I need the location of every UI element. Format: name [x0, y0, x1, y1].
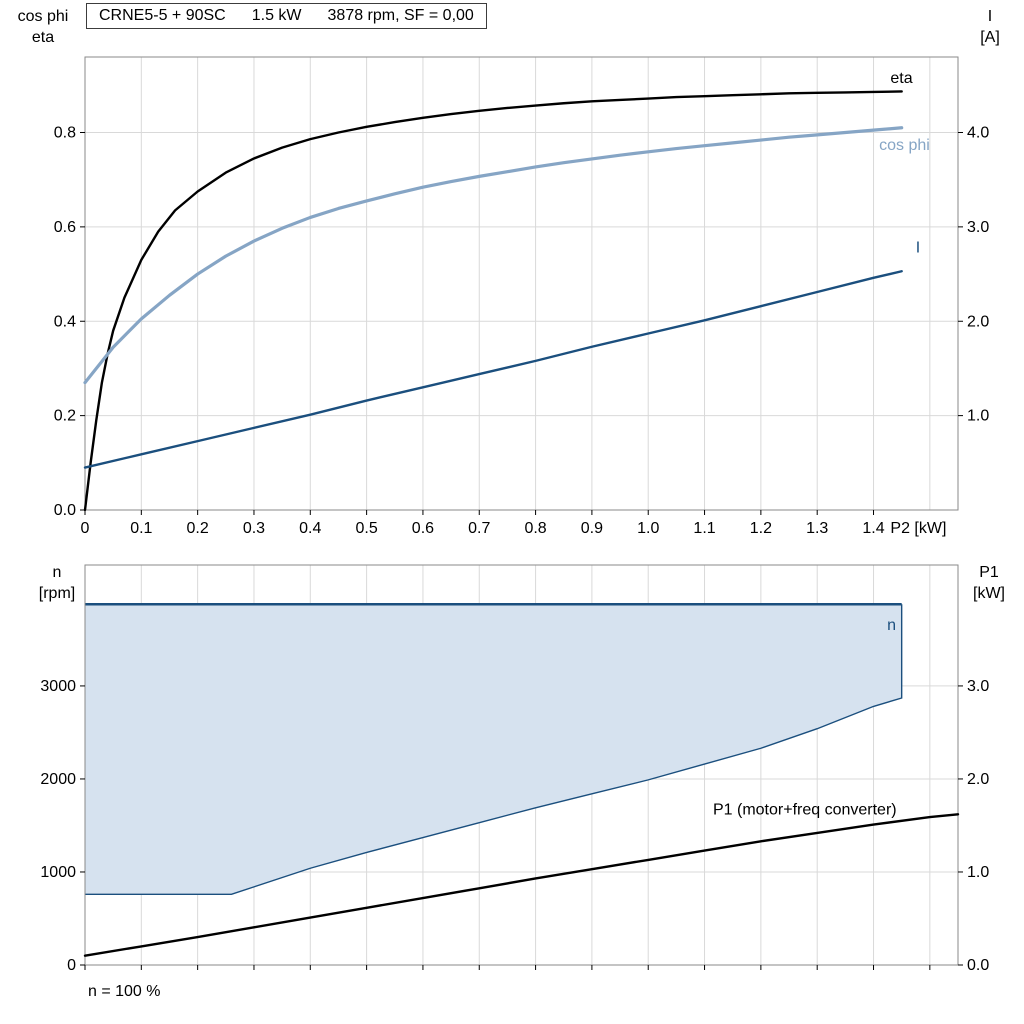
svg-text:0.4: 0.4	[299, 520, 321, 537]
svg-text:1.3: 1.3	[806, 520, 828, 537]
svg-text:I: I	[916, 239, 920, 256]
speed-axis-label: n	[52, 564, 62, 581]
svg-text:2.0: 2.0	[967, 313, 989, 330]
svg-text:0.4: 0.4	[54, 313, 76, 330]
svg-text:2000: 2000	[40, 771, 76, 788]
svg-text:1.1: 1.1	[693, 520, 715, 537]
svg-text:0.9: 0.9	[581, 520, 603, 537]
svg-text:n: n	[887, 617, 896, 634]
svg-text:0.8: 0.8	[524, 520, 546, 537]
svg-text:P2 [kW]: P2 [kW]	[890, 520, 946, 537]
pump-model-label: CRNE5-5 + 90SC	[99, 7, 226, 24]
eta-axis-label: eta	[31, 29, 55, 46]
svg-text:0.3: 0.3	[243, 520, 265, 537]
current-axis-unit: [A]	[980, 29, 1000, 46]
svg-text:4.0: 4.0	[967, 125, 989, 142]
svg-text:0: 0	[67, 957, 76, 974]
p1-axis-unit: [kW]	[973, 585, 1005, 602]
svg-text:1000: 1000	[40, 864, 76, 881]
current-axis-label: I	[987, 8, 993, 25]
svg-text:0.7: 0.7	[468, 520, 490, 537]
svg-text:1.0: 1.0	[637, 520, 659, 537]
svg-text:0.0: 0.0	[967, 957, 989, 974]
svg-text:P1 (motor+freq converter): P1 (motor+freq converter)	[713, 801, 897, 818]
svg-text:1.2: 1.2	[750, 520, 772, 537]
svg-text:0.8: 0.8	[54, 125, 76, 142]
lower-chart-svg: 0 1000 2000 3000 0.0 1.0 2.0 3.0 P1 (motor+freq …	[40, 564, 989, 974]
p1-axis-label: P1	[979, 564, 999, 581]
svg-text:0.2: 0.2	[187, 520, 209, 537]
upper-chart-svg: 0 0.1 0.2 0.3 0.4 0.5 0.6 0.7 0.8 0.9 1.0 1.1 1.2 1.3…	[54, 56, 989, 537]
chart-title-box: CRNE5-5 + 90SC 1.5 kW 3878 rpm, SF = 0,0…	[86, 3, 487, 29]
svg-text:0.1: 0.1	[130, 520, 152, 537]
svg-text:0.6: 0.6	[412, 520, 434, 537]
lower-left-axis-title: n [rpm]	[26, 562, 88, 604]
svg-text:1.4: 1.4	[862, 520, 884, 537]
svg-text:eta: eta	[890, 70, 912, 87]
svg-text:3000: 3000	[40, 678, 76, 695]
cos-phi-axis-label: cos phi	[17, 8, 69, 25]
speed-axis-unit: [rpm]	[38, 585, 76, 602]
svg-text:1.0: 1.0	[967, 864, 989, 881]
speed-percent-footnote: n = 100 %	[88, 983, 161, 1000]
svg-text:0.0: 0.0	[54, 502, 76, 519]
svg-text:3.0: 3.0	[967, 219, 989, 236]
lower-right-axis-title: P1 [kW]	[960, 562, 1018, 604]
svg-text:0.2: 0.2	[54, 408, 76, 425]
motor-power-label: 1.5 kW	[251, 7, 302, 24]
svg-text:2.0: 2.0	[967, 771, 989, 788]
upper-right-axis-title: I [A]	[964, 6, 1016, 48]
svg-text:cos phi: cos phi	[879, 137, 930, 154]
svg-text:3.0: 3.0	[967, 678, 989, 695]
speed-sf-label: 3878 rpm, SF = 0,00	[327, 7, 474, 24]
svg-text:0.5: 0.5	[355, 520, 377, 537]
svg-text:0: 0	[81, 520, 90, 537]
svg-text:0.6: 0.6	[54, 219, 76, 236]
svg-text:1.0: 1.0	[967, 408, 989, 425]
upper-left-axis-title: cos phi eta	[4, 6, 82, 48]
